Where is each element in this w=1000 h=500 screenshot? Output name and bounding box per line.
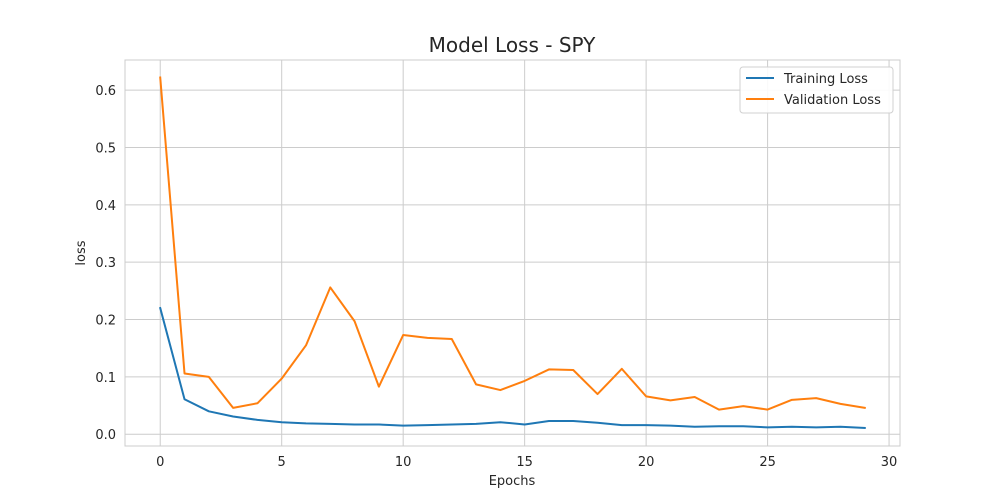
x-tick-label: 20 [638, 455, 655, 470]
x-tick-label: 15 [516, 455, 533, 470]
y-tick-label: 0.1 [95, 371, 116, 386]
grid-lines [125, 60, 900, 446]
y-axis-ticks: 0.0 0.1 0.2 0.3 0.4 0.5 0.6 [95, 84, 116, 443]
legend-label-training: Training Loss [783, 72, 868, 87]
x-tick-label: 5 [278, 455, 286, 470]
y-tick-label: 0.4 [95, 199, 116, 214]
x-tick-label: 25 [759, 455, 776, 470]
training-loss-line [159, 306, 866, 429]
chart-title: Model Loss - SPY [429, 33, 597, 57]
x-tick-label: 30 [881, 455, 898, 470]
legend-box [739, 66, 894, 114]
y-tick-label: 0.5 [95, 141, 116, 156]
y-axis-label: loss [74, 240, 89, 265]
y-tick-label: 0.6 [95, 84, 116, 99]
legend-label-validation: Validation Loss [784, 93, 881, 108]
validation-loss-line [159, 76, 866, 411]
series-lines [159, 76, 866, 429]
y-tick-label: 0.2 [95, 314, 116, 329]
x-axis-label: Epochs [489, 474, 536, 489]
x-tick-label: 0 [156, 455, 164, 470]
y-tick-label: 0.3 [95, 256, 116, 271]
x-tick-label: 10 [395, 455, 412, 470]
plot-area [124, 59, 901, 447]
legend: Training Loss Validation Loss [739, 66, 894, 114]
x-axis-ticks: 0 5 10 15 20 25 30 [156, 455, 897, 470]
y-tick-label: 0.0 [95, 428, 116, 443]
